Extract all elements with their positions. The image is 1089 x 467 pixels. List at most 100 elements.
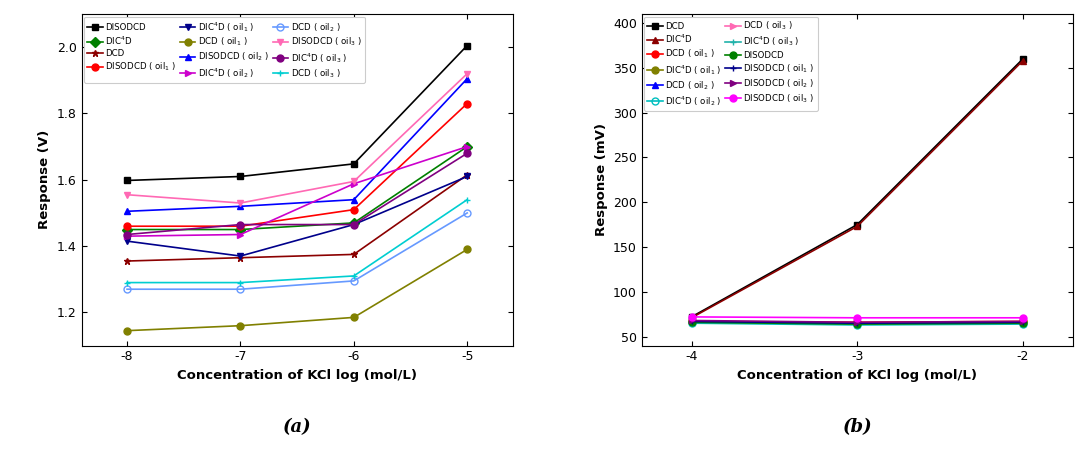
DIC$^4$D ( oil$_2$ ) bbox=[851, 322, 864, 328]
Line: DIC$^4$D ( oil$_2$ ): DIC$^4$D ( oil$_2$ ) bbox=[123, 143, 470, 240]
DIC$^4$D ( oil$_1$ ) bbox=[461, 174, 474, 179]
DISODCD ( oil$_2$ ) bbox=[1016, 318, 1029, 324]
DIC$^4$D ( oil$_1$ ) bbox=[121, 238, 134, 244]
DISODCD bbox=[234, 174, 247, 179]
Line: DCD ( oil$_3$ ): DCD ( oil$_3$ ) bbox=[688, 318, 1027, 326]
DISODCD ( oil$_3$ ) bbox=[851, 315, 864, 321]
Line: DISODCD: DISODCD bbox=[123, 42, 470, 184]
DCD ( oil$_1$ ) bbox=[121, 328, 134, 333]
Legend: DCD, DIC$^4$D, DCD ( oil$_1$ ), DIC$^4$D ( oil$_1$ ), DCD ( oil$_2$ ), DIC$^4$D : DCD, DIC$^4$D, DCD ( oil$_1$ ), DIC$^4$D… bbox=[645, 17, 818, 111]
DIC$^4$D ( oil$_2$ ) bbox=[1016, 321, 1029, 327]
DISODCD ( oil$_1$ ) bbox=[234, 223, 247, 229]
DIC$^4$D ( oil$_2$ ) bbox=[685, 320, 698, 326]
X-axis label: Concentration of KCl log (mol/L): Concentration of KCl log (mol/L) bbox=[737, 369, 977, 382]
DISODCD bbox=[1016, 320, 1029, 326]
DCD ( oil$_3$ ) bbox=[234, 280, 247, 285]
X-axis label: Concentration of KCl log (mol/L): Concentration of KCl log (mol/L) bbox=[178, 369, 417, 382]
Line: DIC$^4$D ( oil$_2$ ): DIC$^4$D ( oil$_2$ ) bbox=[688, 320, 1027, 328]
DIC$^4$D ( oil$_3$ ) bbox=[234, 222, 247, 227]
DISODCD ( oil$_1$ ) bbox=[121, 223, 134, 229]
DIC$^4$D ( oil$_3$ ) bbox=[121, 232, 134, 237]
DIC$^4$D ( oil$_1$ ) bbox=[234, 253, 247, 259]
DCD ( oil$_2$ ) bbox=[685, 319, 698, 325]
DCD ( oil$_1$ ) bbox=[461, 247, 474, 252]
Line: DISODCD ( oil$_1$ ): DISODCD ( oil$_1$ ) bbox=[123, 100, 470, 230]
DCD bbox=[1016, 56, 1029, 62]
DCD bbox=[234, 255, 247, 261]
Line: DISODCD ( oil$_2$ ): DISODCD ( oil$_2$ ) bbox=[123, 75, 470, 215]
Line: DCD ( oil$_3$ ): DCD ( oil$_3$ ) bbox=[123, 196, 470, 286]
DCD bbox=[685, 314, 698, 320]
Line: DISODCD ( oil$_2$ ): DISODCD ( oil$_2$ ) bbox=[688, 317, 1027, 326]
Line: DISODCD ( oil$_3$ ): DISODCD ( oil$_3$ ) bbox=[123, 70, 470, 206]
DISODCD ( oil$_3$ ) bbox=[1016, 315, 1029, 321]
DCD ( oil$_3$ ) bbox=[851, 320, 864, 326]
Line: DIC$^4$D: DIC$^4$D bbox=[123, 143, 470, 233]
Legend: DISODCD, DIC$^4$D, DCD, DISODCD ( oil$_1$ ), DIC$^4$D ( oil$_1$ ), DCD ( oil$_1$: DISODCD, DIC$^4$D, DCD, DISODCD ( oil$_1… bbox=[84, 17, 365, 83]
DIC$^4$D bbox=[347, 220, 360, 226]
DISODCD ( oil$_2$ ) bbox=[234, 204, 247, 209]
DISODCD ( oil$_2$ ) bbox=[121, 208, 134, 214]
DIC$^4$D bbox=[851, 224, 864, 229]
Line: DCD ( oil$_2$ ): DCD ( oil$_2$ ) bbox=[688, 319, 1027, 327]
DIC$^4$D ( oil$_3$ ) bbox=[851, 321, 864, 327]
DIC$^4$D bbox=[461, 144, 474, 149]
DISODCD ( oil$_3$ ) bbox=[234, 200, 247, 206]
DISODCD bbox=[851, 321, 864, 327]
Line: DIC$^4$D ( oil$_1$ ): DIC$^4$D ( oil$_1$ ) bbox=[123, 173, 470, 260]
DISODCD bbox=[685, 319, 698, 325]
Text: (b): (b) bbox=[843, 418, 872, 437]
DCD bbox=[851, 222, 864, 227]
Line: DIC$^4$D: DIC$^4$D bbox=[688, 57, 1027, 321]
DIC$^4$D ( oil$_2$ ) bbox=[121, 234, 134, 239]
DISODCD ( oil$_1$ ) bbox=[851, 320, 864, 326]
DIC$^4$D bbox=[121, 227, 134, 233]
DISODCD ( oil$_3$ ) bbox=[347, 179, 360, 184]
DISODCD ( oil$_1$ ) bbox=[461, 101, 474, 106]
DCD ( oil$_1$ ) bbox=[851, 319, 864, 325]
DCD ( oil$_2$ ) bbox=[851, 321, 864, 327]
DIC$^4$D ( oil$_3$ ) bbox=[461, 150, 474, 156]
DCD bbox=[347, 252, 360, 257]
DISODCD bbox=[461, 42, 474, 48]
DCD ( oil$_2$ ) bbox=[461, 210, 474, 216]
DIC$^4$D ( oil$_1$ ) bbox=[685, 319, 698, 325]
Text: (a): (a) bbox=[283, 418, 311, 437]
Line: DCD ( oil$_1$ ): DCD ( oil$_1$ ) bbox=[688, 318, 1027, 326]
DIC$^4$D ( oil$_3$ ) bbox=[1016, 320, 1029, 326]
DISODCD ( oil$_3$ ) bbox=[461, 71, 474, 77]
DISODCD ( oil$_2$ ) bbox=[685, 318, 698, 323]
DISODCD ( oil$_2$ ) bbox=[461, 76, 474, 81]
DCD ( oil$_3$ ) bbox=[347, 273, 360, 279]
DCD ( oil$_2$ ) bbox=[121, 286, 134, 292]
Line: DIC$^4$D ( oil$_3$ ): DIC$^4$D ( oil$_3$ ) bbox=[688, 319, 1027, 327]
DIC$^4$D bbox=[1016, 58, 1029, 64]
DISODCD bbox=[347, 161, 360, 167]
Line: DISODCD: DISODCD bbox=[688, 319, 1027, 327]
Y-axis label: Response (mV): Response (mV) bbox=[595, 123, 608, 236]
DIC$^4$D ( oil$_2$ ) bbox=[234, 232, 247, 237]
DCD ( oil$_1$ ) bbox=[347, 315, 360, 320]
DIC$^4$D ( oil$_1$ ) bbox=[347, 222, 360, 227]
DISODCD ( oil$_1$ ) bbox=[1016, 319, 1029, 325]
DCD ( oil$_2$ ) bbox=[347, 278, 360, 284]
DCD ( oil$_2$ ) bbox=[1016, 320, 1029, 326]
DCD ( oil$_1$ ) bbox=[685, 318, 698, 324]
Line: DISODCD ( oil$_3$ ): DISODCD ( oil$_3$ ) bbox=[688, 313, 1027, 321]
DIC$^4$D ( oil$_3$ ) bbox=[685, 319, 698, 325]
DCD ( oil$_1$ ) bbox=[1016, 318, 1029, 324]
Line: DIC$^4$D ( oil$_3$ ): DIC$^4$D ( oil$_3$ ) bbox=[123, 150, 470, 238]
DIC$^4$D ( oil$_2$ ) bbox=[461, 144, 474, 149]
DIC$^4$D bbox=[685, 315, 698, 321]
DISODCD bbox=[121, 177, 134, 183]
DISODCD ( oil$_3$ ) bbox=[121, 192, 134, 198]
Line: DIC$^4$D ( oil$_1$ ): DIC$^4$D ( oil$_1$ ) bbox=[688, 319, 1027, 326]
DCD bbox=[121, 258, 134, 264]
DISODCD ( oil$_3$ ) bbox=[685, 314, 698, 320]
DCD ( oil$_3$ ) bbox=[685, 318, 698, 324]
DIC$^4$D ( oil$_2$ ) bbox=[347, 181, 360, 187]
DIC$^4$D ( oil$_1$ ) bbox=[851, 320, 864, 326]
Line: DCD ( oil$_1$ ): DCD ( oil$_1$ ) bbox=[123, 246, 470, 334]
DCD bbox=[461, 172, 474, 177]
DISODCD ( oil$_1$ ) bbox=[347, 207, 360, 212]
